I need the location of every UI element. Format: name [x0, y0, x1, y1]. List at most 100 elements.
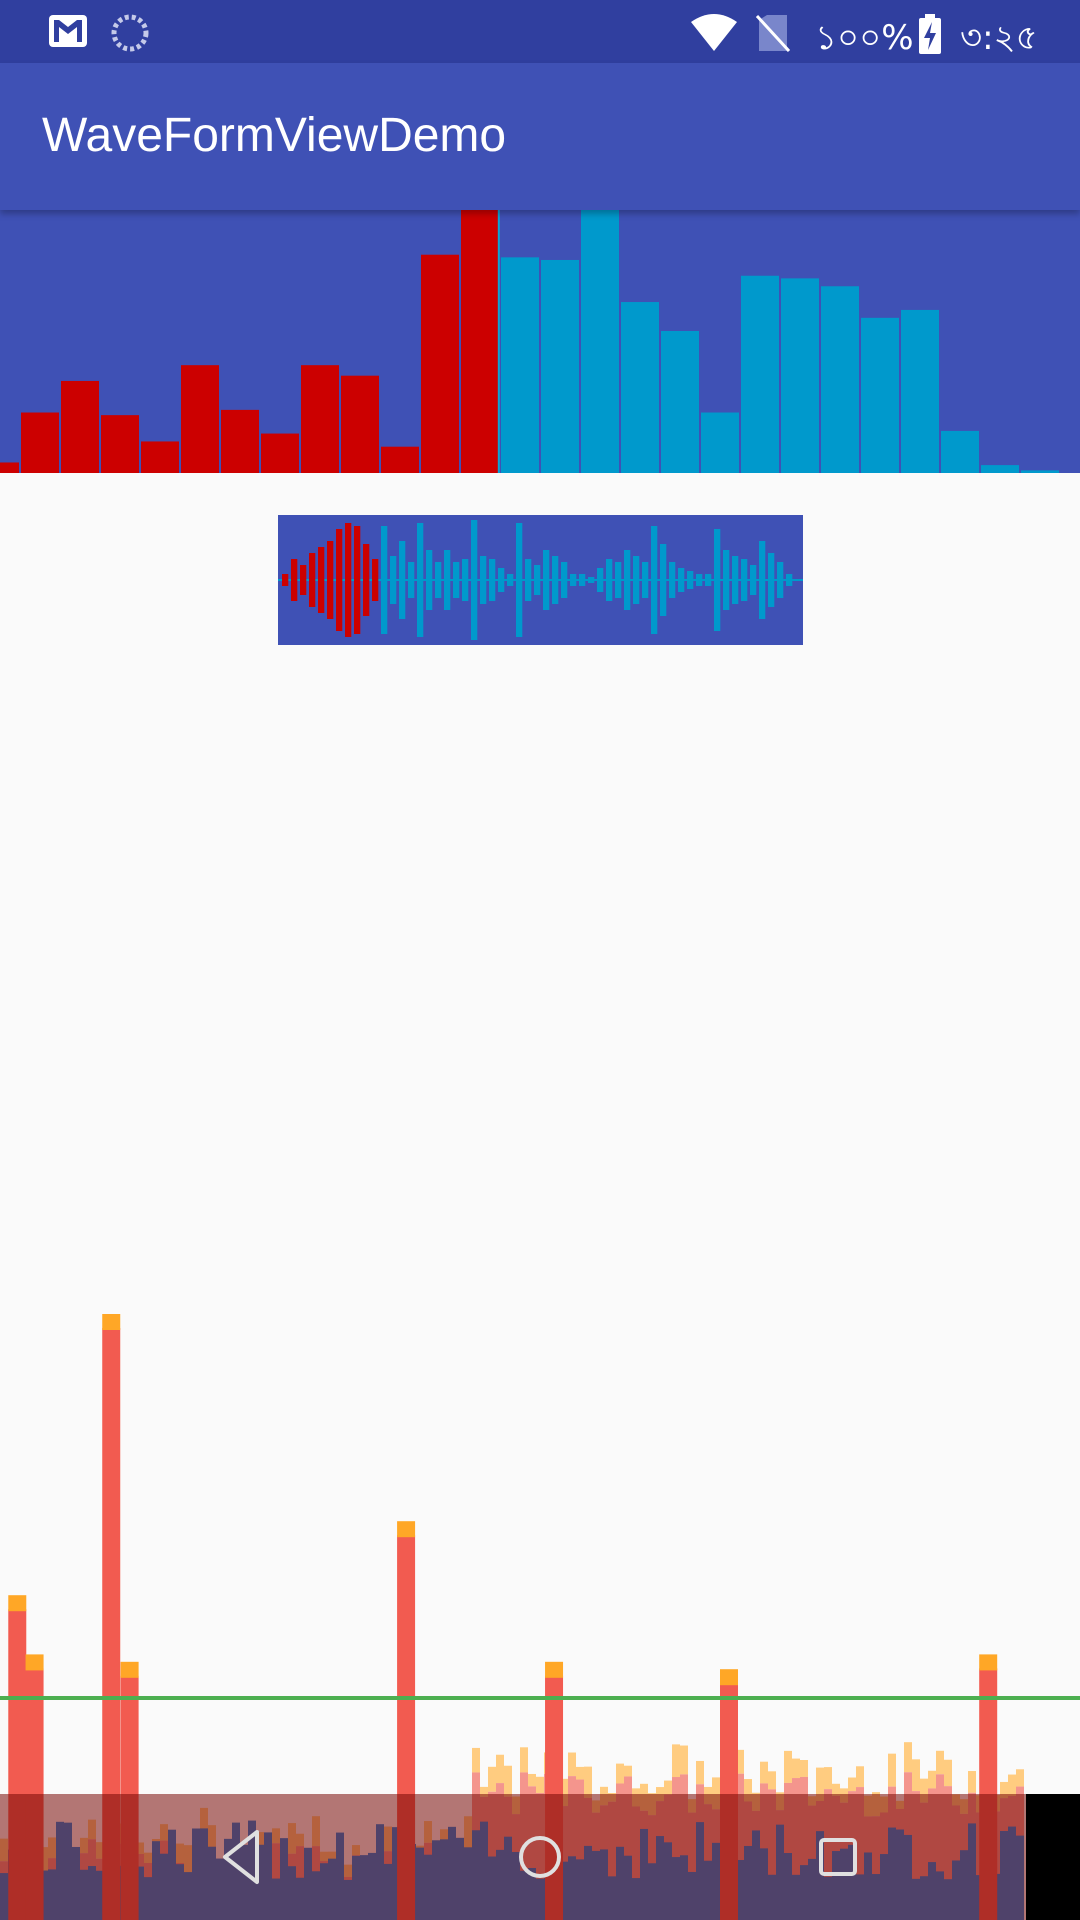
waveform-bar	[701, 412, 739, 473]
waveform-mini-bar	[777, 562, 784, 598]
waveform-mini-bar	[696, 574, 703, 586]
waveform-bar	[661, 330, 699, 473]
waveform-mini-bar	[759, 541, 766, 619]
visualizer-bar-top	[928, 1770, 936, 1789]
visualizer-bar-top	[1016, 1769, 1024, 1787]
waveform-mini-bar	[327, 541, 334, 619]
waveform-mini-bar	[372, 559, 379, 601]
waveform-mini-bar	[309, 553, 316, 607]
visualizer-bar-top	[672, 1744, 680, 1778]
visualizer-bar-top	[768, 1771, 776, 1790]
waveform-bar	[501, 257, 539, 473]
waveform-mini-bar	[669, 562, 676, 598]
waveform-bar-view[interactable]	[0, 210, 1080, 473]
waveform-mini-bar	[597, 568, 604, 592]
waveform-mini-bar	[363, 544, 370, 616]
waveform-mini-bar	[552, 556, 559, 604]
waveform-bar	[341, 375, 379, 473]
clock: ৩:২৫	[960, 18, 1038, 58]
battery-percentage: ১০০%	[815, 18, 914, 58]
waveform-mini-bar	[489, 559, 496, 601]
waveform-bar	[621, 302, 659, 473]
waveform-mini-bar	[534, 565, 541, 595]
waveform-mini-view[interactable]	[278, 515, 803, 645]
visualizer-bar-top	[568, 1752, 576, 1777]
waveform-mini-bar	[741, 559, 748, 601]
waveform-mini-bar	[570, 574, 577, 586]
waveform-mini-bar	[723, 550, 730, 610]
waveform-bar	[781, 278, 819, 473]
waveform-mini-bar	[354, 526, 361, 634]
waveform-mini-bar	[714, 529, 721, 631]
waveform-mini-bar	[705, 574, 712, 586]
waveform-mini-bar	[453, 562, 460, 598]
waveform-mini-bar	[678, 568, 685, 592]
visualizer-bar-top	[936, 1750, 944, 1775]
visualizer-bar-top	[480, 1786, 488, 1797]
waveform-bar	[141, 441, 179, 473]
waveform-mini-bar	[318, 547, 325, 613]
visualizer-bar-top	[712, 1777, 720, 1810]
waveform-bar	[461, 210, 499, 473]
visualizer-bar-top	[584, 1766, 592, 1798]
waveform-mini-bar	[417, 523, 424, 637]
recents-square-icon[interactable]	[807, 1826, 869, 1888]
visualizer-spike-cap	[25, 1654, 44, 1671]
visualizer-spike-cap	[8, 1595, 27, 1612]
visualizer-bar-top	[624, 1765, 632, 1777]
waveform-bar	[581, 210, 619, 473]
visualizer-bar-top	[664, 1780, 672, 1795]
visualizer-bar-top	[496, 1754, 504, 1784]
visualizer-bar-top	[784, 1750, 792, 1783]
visualizer-bar-top	[832, 1783, 840, 1796]
waveform-bar	[901, 309, 939, 473]
home-circle-icon[interactable]	[509, 1826, 571, 1888]
waveform-bar	[61, 380, 99, 473]
visualizer-spike-cap	[120, 1661, 139, 1678]
loading-icon	[111, 14, 149, 52]
waveform-mini-bar	[291, 559, 298, 601]
app-title: WaveFormViewDemo	[42, 109, 507, 162]
waveform-mini-bar	[561, 562, 568, 598]
navigation-bar-edge	[1026, 1794, 1080, 1920]
battery-charging-icon	[919, 14, 941, 54]
waveform-mini-bar	[345, 523, 352, 637]
waveform-mini-bar	[606, 559, 613, 601]
visualizer-spike-cap	[545, 1661, 564, 1678]
visualizer-bar-top	[816, 1767, 824, 1802]
back-triangle-icon[interactable]	[211, 1826, 273, 1888]
waveform-mini-bar	[390, 556, 397, 604]
waveform-mini-bar	[579, 574, 586, 586]
visualizer-bar-top	[968, 1771, 976, 1793]
gmail-icon	[49, 15, 87, 47]
waveform-mini-bar	[768, 553, 775, 607]
waveform-bar	[541, 259, 579, 473]
visualizer-bar-top	[904, 1742, 912, 1773]
waveform-bar	[821, 286, 859, 473]
waveform-mini-bar	[300, 565, 307, 595]
no-sim-icon	[756, 14, 790, 52]
visualizer-bar-top	[888, 1753, 896, 1787]
waveform-mini-bar	[381, 526, 388, 634]
visualizer-bar-top	[536, 1776, 544, 1793]
visualizer-bar-top	[944, 1759, 952, 1787]
waveform-mini-bar	[642, 562, 649, 598]
waveform-mini-bar	[399, 541, 406, 619]
visualizer-spike-cap	[102, 1314, 121, 1330]
visualizer-bar-top	[520, 1747, 528, 1773]
visualizer-bar-top	[504, 1765, 512, 1797]
visualizer-bar-top	[1000, 1781, 1008, 1799]
waveform-bar	[421, 254, 459, 473]
visualizer-bar-top	[576, 1766, 584, 1780]
visualizer-bar-top	[1008, 1774, 1016, 1796]
visualizer-spike	[102, 1328, 121, 1920]
waveform-mini-bar	[543, 550, 550, 610]
visualizer-bar-top	[680, 1745, 688, 1775]
waveform-mini-bar	[282, 574, 289, 586]
waveform-bar	[861, 317, 899, 473]
waveform-mini-bar	[651, 526, 658, 634]
waveform-mini-bar	[426, 550, 433, 610]
waveform-bar	[21, 412, 59, 473]
waveform-bar	[181, 365, 219, 473]
waveform-mini-bar	[444, 550, 451, 610]
